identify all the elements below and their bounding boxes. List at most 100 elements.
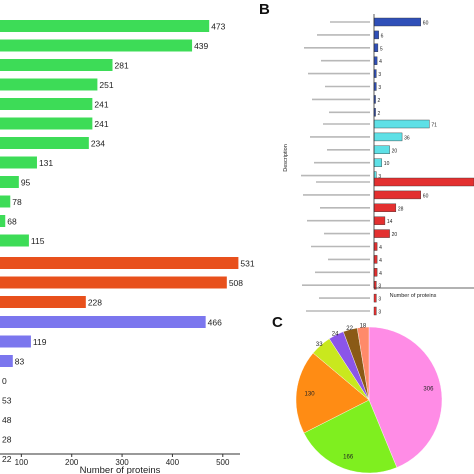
- pie-slice-label: 22: [346, 326, 353, 332]
- panel-b-value-label: 4: [379, 59, 382, 65]
- panel-a-value-label: 115: [31, 236, 45, 246]
- panel-a-value-label: 68: [7, 217, 17, 227]
- panel-a-bar: [0, 117, 93, 130]
- panel-b-bar: [373, 216, 386, 225]
- panel-b-x-axis-title: Number of proteins: [390, 293, 437, 299]
- pie-slice: [368, 326, 443, 468]
- panel-b-value-label: 3: [378, 297, 381, 303]
- pie-slice-label: 18: [360, 324, 367, 330]
- panel-b-bar: [373, 255, 378, 264]
- panel-a-bar: [0, 276, 227, 289]
- panel-b-bar: [373, 145, 390, 155]
- panel-b-value-label: 4: [379, 258, 382, 264]
- panel-b-value-label: 14: [387, 219, 393, 225]
- panel-a-x-tick-label: 500: [216, 458, 230, 467]
- panel-b-bar: [373, 119, 430, 129]
- panel-a-value-label: 281: [115, 61, 129, 71]
- panel-b-value-label: 3: [378, 85, 381, 91]
- panel-b-value-label: 20: [392, 148, 398, 154]
- panel-a-bar: [0, 296, 86, 308]
- pie-slice-label: 24: [332, 331, 339, 337]
- pie-slice: [295, 352, 370, 434]
- panel-a-value-label: 22: [2, 454, 12, 464]
- pie-slice-label: 166: [343, 455, 354, 461]
- panel-a-value-label: 228: [88, 298, 102, 308]
- panel-a-value-label: 78: [12, 197, 22, 207]
- panel-b-bar: [373, 17, 421, 27]
- panel-b-value-label: 3: [378, 284, 381, 290]
- pie-slice-label: 33: [316, 342, 323, 348]
- panel-a-x-tick-label: 400: [166, 458, 180, 467]
- panel-a-value-label: 0: [2, 376, 7, 386]
- panel-a-value-label: 48: [2, 415, 12, 425]
- panel-b-value-label: 10: [384, 161, 390, 167]
- panel-a-bar: [0, 355, 13, 367]
- panel-c-pie-chart: C 306 166 130 33 24 22 18: [272, 314, 443, 474]
- panel-b-value-label: 3: [378, 72, 381, 78]
- panel-a-value-label: 234: [91, 139, 105, 149]
- panel-a-value-label: 119: [33, 337, 47, 347]
- panel-b-bar: [373, 268, 378, 277]
- panel-b-bar: [373, 190, 421, 200]
- panel-a-bar: [0, 39, 193, 52]
- panel-a-bar: [0, 98, 93, 110]
- panel-a-bar: [0, 215, 6, 227]
- pie-slice: [357, 326, 370, 401]
- panel-b-value-label: 5: [380, 46, 383, 52]
- panel-a-value-label: 473: [211, 22, 225, 32]
- panel-a-bar: [0, 137, 89, 149]
- panel-a-x-tick-label: 300: [115, 458, 129, 467]
- panel-b-value-label: 36: [404, 135, 410, 141]
- panel-b-bar-chart: B 60 6 5 4 3 3 2 2 71 36 20 10 3 60 28 14 20 4 4 4 3 3 3 Number …: [259, 1, 474, 316]
- panel-b-value-label: 20: [392, 232, 398, 238]
- panel-a-value-label: 251: [99, 80, 113, 90]
- panel-b-bar: [373, 293, 377, 303]
- panel-b-value-label: 3: [378, 174, 381, 180]
- panel-b-value-label: 3: [378, 310, 381, 316]
- panel-a-value-label: 83: [15, 357, 25, 367]
- panel-c-letter: C: [272, 314, 283, 331]
- panel-b-bar: [373, 158, 383, 167]
- panel-a-bar-chart: 4734392812512412412341319578681155653150…: [0, 20, 255, 474]
- panel-a-bar: [0, 316, 206, 328]
- panel-a-value-label: 531: [240, 259, 254, 269]
- panel-a-value-label: 241: [94, 100, 108, 110]
- panel-a-value-label: 131: [39, 158, 53, 168]
- panel-b-bar: [373, 56, 378, 65]
- panel-a-bar: [0, 257, 239, 269]
- panel-a-bar: [0, 59, 113, 71]
- panel-b-value-label: 4: [379, 245, 382, 251]
- panel-a-bar: [0, 156, 37, 169]
- panel-b-value-label: 71: [431, 123, 437, 129]
- panel-b-value-label: 60: [423, 193, 429, 199]
- pie-slice-label: 306: [423, 387, 434, 393]
- panel-a-bar: [0, 78, 98, 91]
- panel-b-y-axis-title: Description: [283, 144, 289, 172]
- panel-a-value-label: 439: [194, 41, 208, 51]
- panel-b-bar: [373, 306, 377, 316]
- panel-a-x-axis-title: Number of proteins: [80, 465, 161, 474]
- panel-b-bar: [373, 177, 474, 187]
- panel-a-x-tick-label: 200: [65, 458, 79, 467]
- panel-b-bar: [373, 43, 379, 52]
- panel-b-bar: [373, 132, 403, 142]
- panel-a-bar: [0, 195, 11, 208]
- panel-b-bar: [373, 242, 378, 251]
- panel-a-value-label: 53: [2, 396, 12, 406]
- panel-b-value-label: 6: [381, 33, 384, 39]
- panel-b-value-label: 60: [423, 21, 429, 27]
- panel-a-bar: [0, 234, 29, 247]
- panel-b-value-label: 28: [398, 206, 404, 212]
- panel-a-value-label: 241: [94, 119, 108, 129]
- pie-slice-label: 130: [305, 392, 316, 398]
- panel-a-value-label: 28: [2, 435, 12, 445]
- panel-b-value-label: 4: [379, 271, 382, 277]
- panel-a-value-label: 95: [21, 178, 31, 188]
- panel-a-bar: [0, 335, 31, 348]
- panel-b-bar: [373, 229, 390, 238]
- panel-a-value-label: 466: [208, 318, 222, 328]
- panel-b-bar: [373, 30, 379, 40]
- panel-a-value-label: 508: [229, 278, 243, 288]
